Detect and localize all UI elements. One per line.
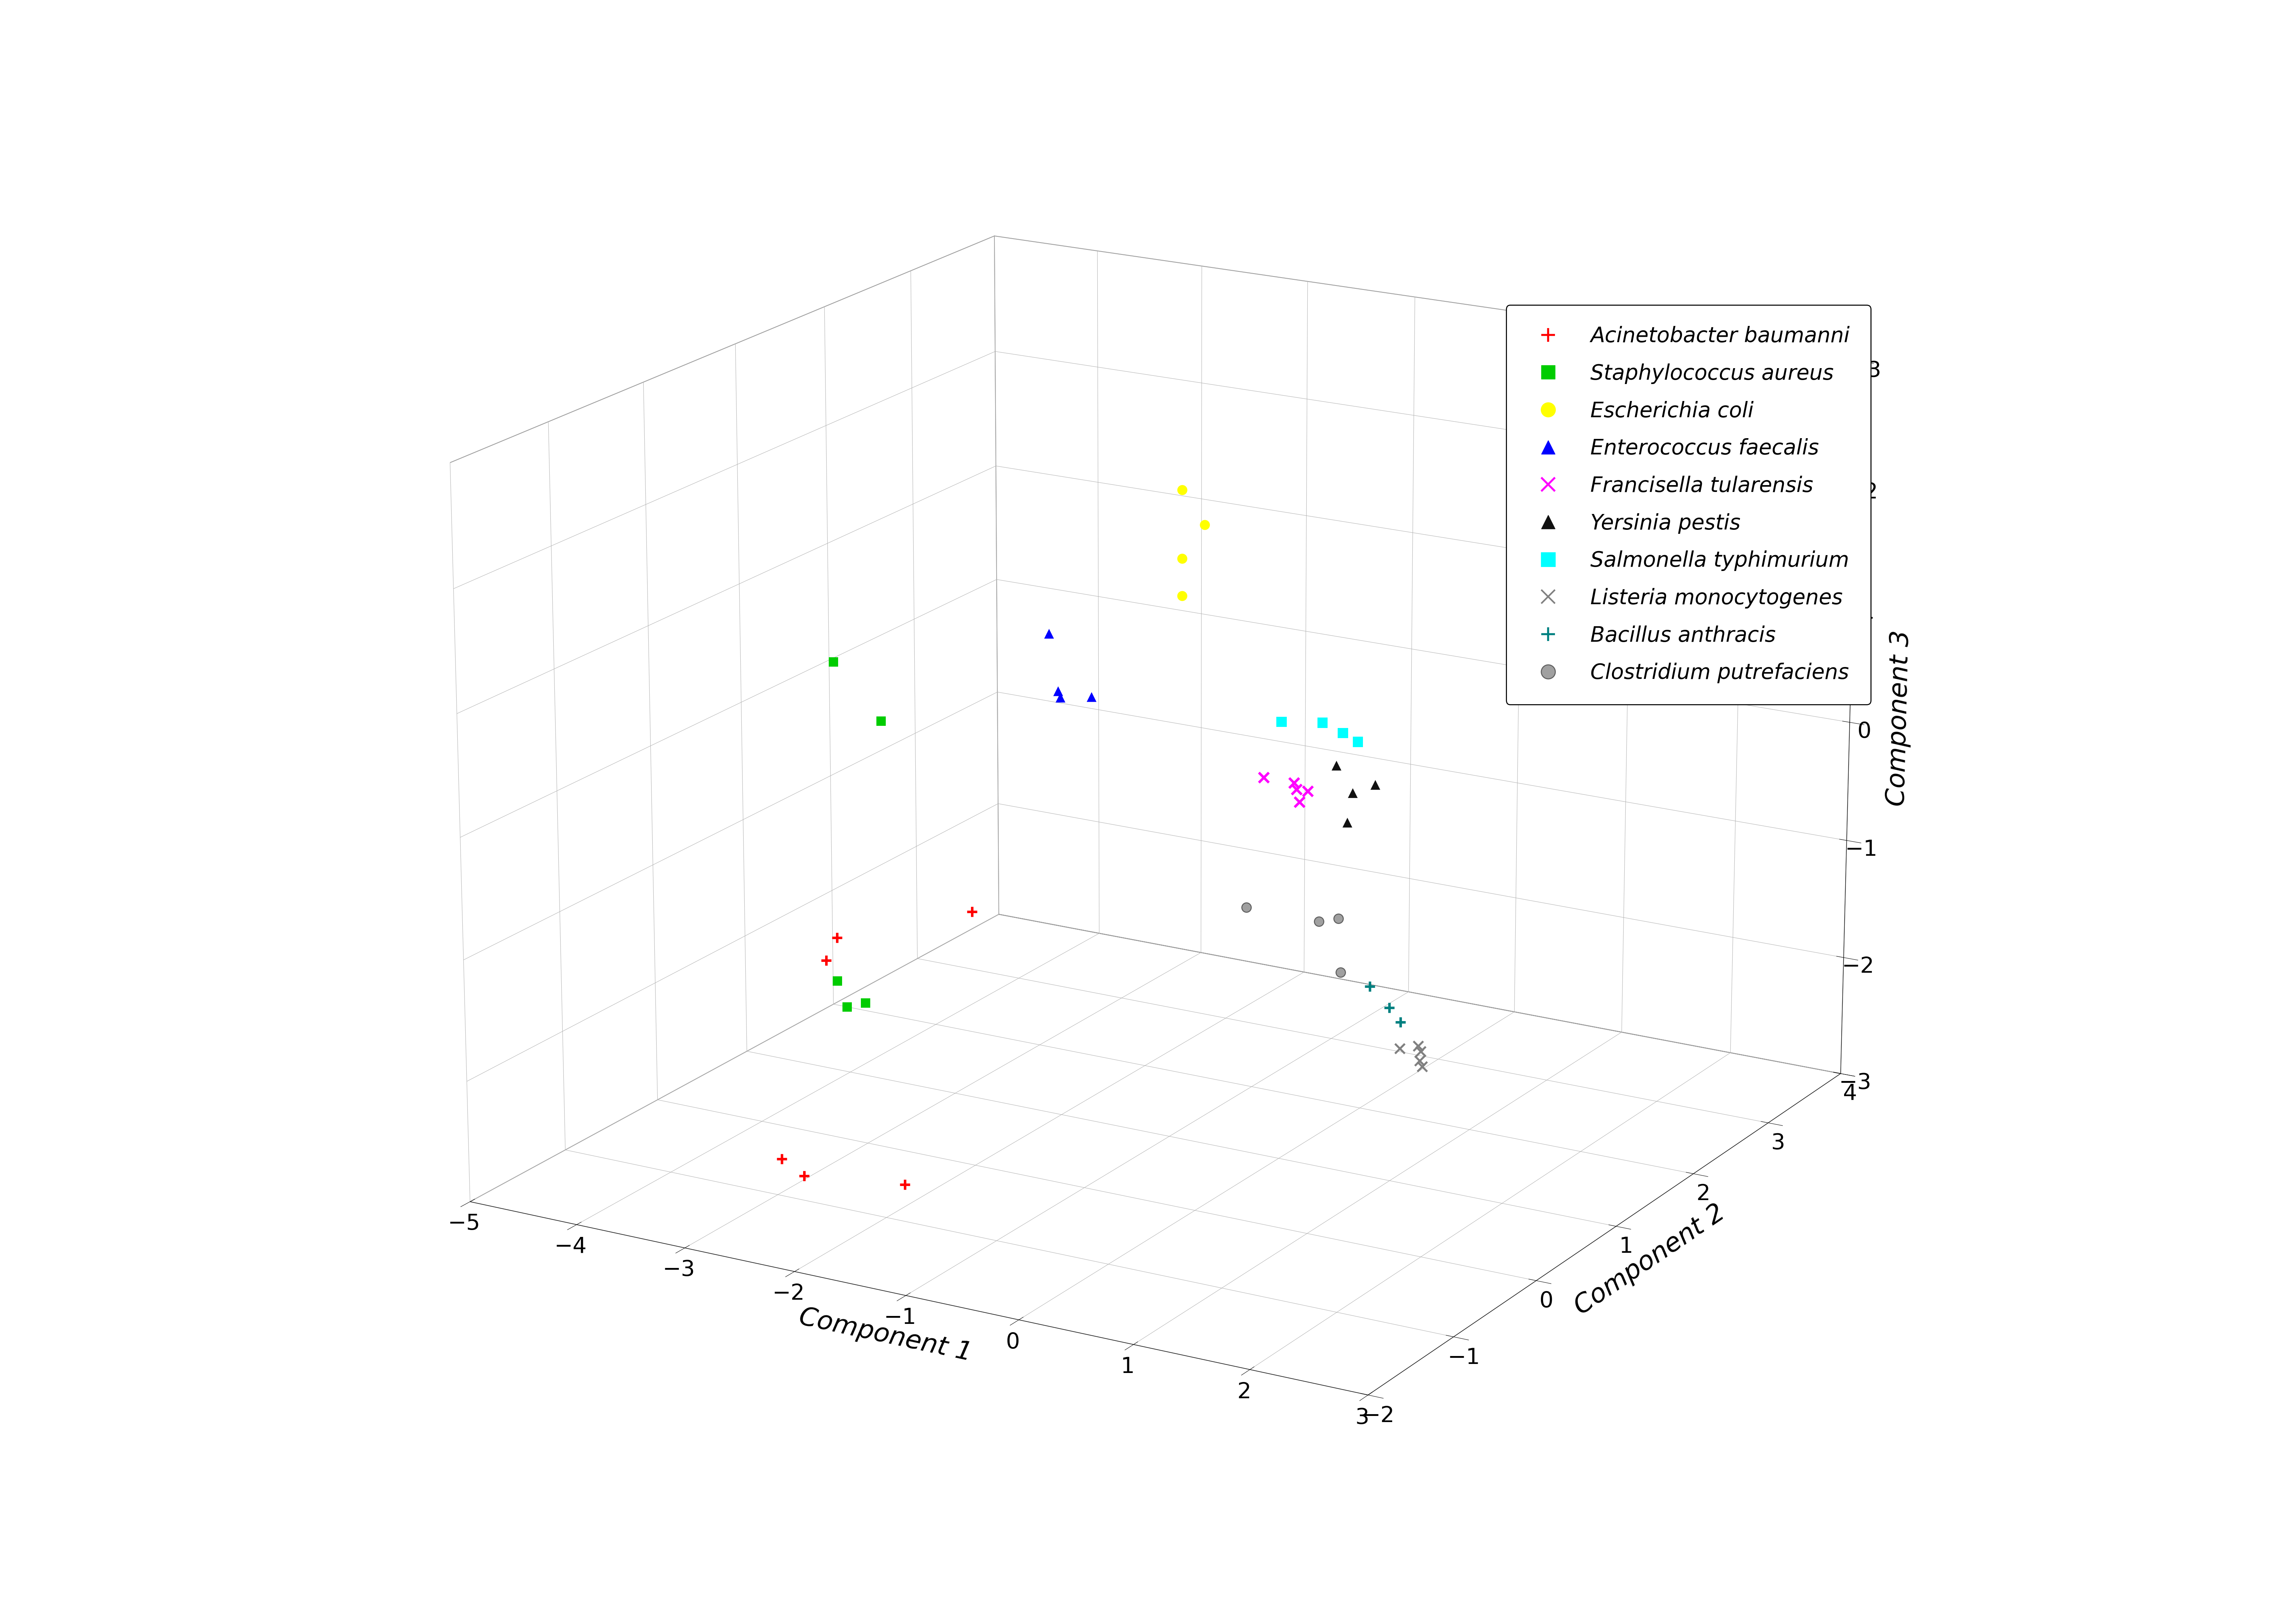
Legend: Acinetobacter baumanni, Staphylococcus aureus, Escherichia coli, Enterococcus fa: Acinetobacter baumanni, Staphylococcus a…: [1506, 306, 1871, 704]
X-axis label: Component 1: Component 1: [797, 1304, 974, 1366]
Y-axis label: Component 2: Component 2: [1570, 1200, 1729, 1320]
